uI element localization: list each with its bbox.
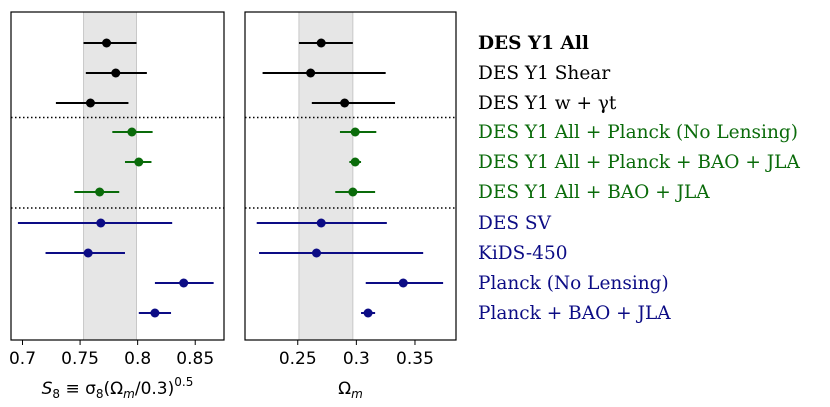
axes-frame <box>10 11 225 341</box>
row-label-10: Planck + BAO + JLA <box>478 303 671 324</box>
data-point <box>312 248 322 258</box>
x-tick-label: 0.8 <box>124 349 151 369</box>
data-point <box>398 278 408 288</box>
data-point <box>95 187 105 197</box>
panel-left: 0.7 0.75 0.8 0.85 S8 ≡ σ8(Ωm/0.3)0.5 <box>9 11 225 401</box>
data-point <box>96 218 106 228</box>
x-tick-label: 0.3 <box>343 349 370 369</box>
reference-band <box>298 12 353 340</box>
panel-right: 0.25 0.3 0.35 Ωm <box>244 11 457 401</box>
data-point <box>340 98 350 108</box>
row-label-3: DES Y1 w + γt <box>478 93 617 114</box>
x-axis-label: Ωm <box>338 379 363 401</box>
data-point <box>363 308 373 318</box>
data-point <box>350 157 360 167</box>
data-point <box>83 248 93 258</box>
row-label-9: Planck (No Lensing) <box>478 273 669 294</box>
x-tick-label: 0.25 <box>279 349 317 369</box>
data-point <box>102 38 112 48</box>
data-point <box>85 98 95 108</box>
data-point <box>316 218 326 228</box>
data-point <box>179 278 189 288</box>
row-label-5: DES Y1 All + Planck + BAO + JLA <box>478 152 800 173</box>
data-point <box>316 38 326 48</box>
data-point <box>111 68 121 78</box>
x-tick-label: 0.75 <box>61 349 99 369</box>
x-tick-label: 0.35 <box>396 349 434 369</box>
axes-frame <box>244 11 457 341</box>
row-label-4: DES Y1 All + Planck (No Lensing) <box>478 122 798 143</box>
data-point <box>306 68 316 78</box>
data-point <box>348 187 358 197</box>
x-axis-label: S8 ≡ σ8(Ωm/0.3)0.5 <box>42 375 194 401</box>
data-point <box>150 308 160 318</box>
reference-band <box>83 12 137 340</box>
row-label-8: KiDS-450 <box>478 243 567 264</box>
x-tick-label: 0.85 <box>176 349 214 369</box>
row-label-6: DES Y1 All + BAO + JLA <box>478 182 710 203</box>
row-label-7: DES SV <box>478 213 552 234</box>
data-point <box>350 127 360 137</box>
row-label-2: DES Y1 Shear <box>478 63 610 84</box>
data-point <box>134 157 144 167</box>
row-label-1: DES Y1 All <box>478 33 589 54</box>
data-point <box>127 127 137 137</box>
x-tick-label: 0.7 <box>9 349 36 369</box>
